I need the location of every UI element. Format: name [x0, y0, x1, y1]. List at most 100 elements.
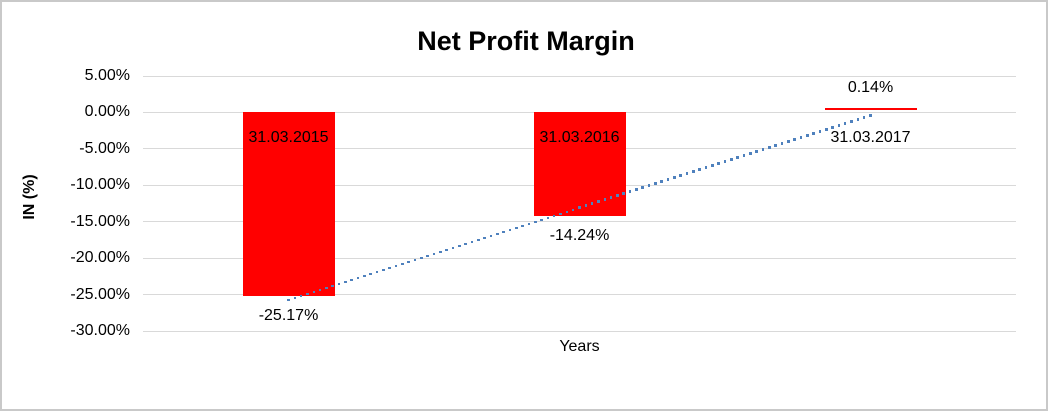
bar: [533, 112, 626, 217]
trendline-dot: [299, 294, 303, 298]
trendline-dot: [761, 148, 765, 151]
trendline-dot: [704, 166, 708, 169]
trendline-dot: [824, 128, 828, 131]
trendline-dot: [312, 290, 316, 294]
category-label: 31.03.2016: [539, 129, 620, 147]
trendline-dot: [521, 224, 524, 228]
trendline-dot: [786, 140, 790, 143]
trendline-dot: [711, 164, 714, 167]
trendline-dot: [767, 146, 771, 149]
trendline-dot: [578, 206, 581, 210]
trendline-dot: [730, 158, 733, 161]
trendline-dot: [546, 216, 550, 220]
trendline-dot: [660, 180, 664, 184]
trendline-dot: [451, 246, 455, 250]
trendline-dot: [812, 132, 815, 135]
y-tick-label: -5.00%: [79, 139, 130, 157]
trendline-dot: [736, 156, 739, 159]
trendline-dot: [407, 260, 410, 264]
trendline-dot: [742, 154, 746, 157]
trendline-dot: [856, 118, 860, 121]
trendline-dot: [458, 244, 461, 248]
trendline-dot: [749, 152, 752, 155]
trendline-dot: [489, 234, 493, 238]
trendline-dot: [420, 256, 423, 260]
trendline-dot: [666, 178, 670, 182]
trendline-dot: [439, 250, 442, 254]
trendline-dot: [426, 254, 429, 258]
trendline-dot: [862, 116, 866, 119]
trendline-dot: [293, 296, 297, 300]
trendline-dot: [755, 150, 758, 153]
category-label: 31.03.2015: [248, 129, 329, 147]
trendline-dot: [350, 278, 354, 282]
trendline-dot: [603, 198, 607, 202]
trendline-dot: [382, 268, 385, 272]
trendline-dot: [540, 218, 543, 222]
trendline-dot: [363, 274, 366, 278]
trendline-dot: [502, 230, 505, 234]
trendline-dot: [818, 130, 822, 133]
trendline-dot: [495, 232, 499, 236]
data-label: -25.17%: [258, 306, 319, 324]
trendline-dot: [331, 284, 335, 288]
category-label: 31.03.2017: [830, 129, 911, 147]
gridline: [143, 75, 1016, 77]
trendline-dot: [622, 192, 626, 196]
trendline-dot: [609, 196, 613, 200]
trendline-dot: [635, 188, 638, 192]
gridline: [143, 330, 1016, 332]
trendline-dot: [388, 266, 391, 270]
trendline-dot: [805, 134, 809, 137]
data-label: 0.14%: [847, 79, 894, 97]
trendline-dot: [685, 172, 689, 176]
trendline-dot: [717, 162, 720, 165]
trendline-dot: [514, 226, 518, 230]
trendline-dot: [654, 182, 657, 186]
trendline-dot: [445, 248, 448, 252]
y-tick-label: -25.00%: [70, 285, 130, 303]
trendline-dot: [483, 236, 486, 240]
trendline-dot: [565, 210, 569, 214]
trendline-dot: [369, 272, 373, 276]
trendline-dot: [394, 264, 398, 268]
trendline-dot: [287, 298, 290, 302]
trendline-dot: [464, 242, 467, 246]
trendline-dot: [723, 160, 727, 163]
trendline-dot: [831, 126, 834, 129]
trendline-dot: [799, 136, 803, 139]
data-label: -14.24%: [549, 227, 610, 245]
trendline-dot: [590, 202, 594, 206]
gridline: [143, 294, 1016, 296]
bar: [824, 107, 917, 111]
trendline-dot: [793, 138, 796, 141]
trendline-dot: [508, 228, 512, 232]
trendline-dot: [552, 214, 556, 218]
trendline-dot: [344, 280, 347, 284]
trendline-dot: [356, 276, 360, 280]
trendline-dot: [476, 238, 480, 242]
trendline-dot: [869, 114, 872, 117]
y-tick-label: 5.00%: [84, 67, 130, 84]
trendline-dot: [850, 120, 853, 123]
trendline-dot: [375, 270, 379, 274]
trendline-dot: [673, 176, 676, 180]
trendline-dot: [559, 212, 562, 216]
chart-title: Net Profit Margin: [417, 26, 635, 56]
trendline-dot: [527, 222, 531, 226]
trendline-dot: [679, 174, 682, 178]
trendline-dot: [571, 208, 575, 212]
y-tick-label: -15.00%: [70, 212, 130, 230]
trendline-dot: [641, 186, 645, 190]
trendline-dot: [401, 262, 404, 266]
trendline-dot: [843, 122, 847, 125]
trendline-dot: [318, 288, 322, 292]
gridline: [143, 257, 1016, 259]
trendline-dot: [628, 190, 632, 194]
trendline-dot: [413, 258, 417, 262]
trendline-dot: [698, 168, 701, 171]
y-tick-label: -10.00%: [70, 176, 130, 194]
trendline-dot: [533, 220, 537, 224]
